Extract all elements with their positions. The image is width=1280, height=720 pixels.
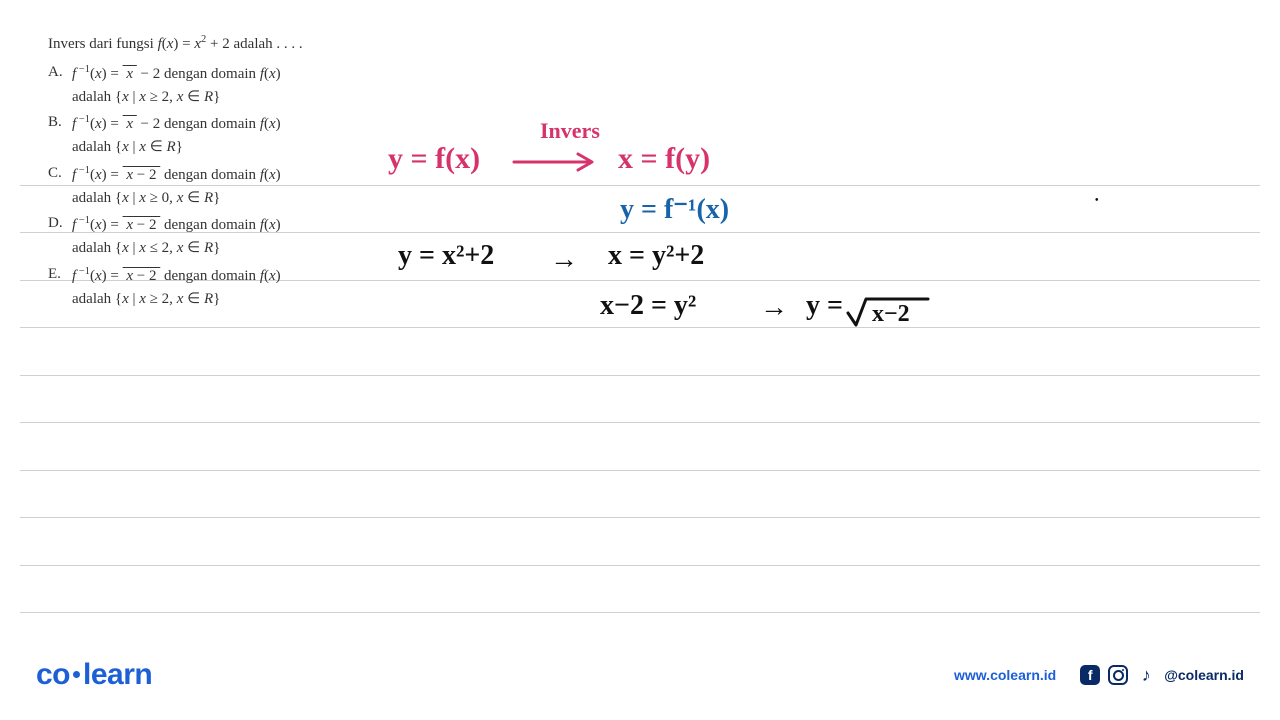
logo-part-co: co — [36, 658, 70, 691]
annotation-y-equals-fx: y = f(x) — [388, 142, 480, 176]
question-prompt: Invers dari fungsi f(x) = x2 + 2 adalah … — [48, 32, 388, 56]
option-line: f −1(x) = x − 2 dengan domain f(x) — [72, 264, 388, 288]
option-line: f −1(x) = x − 2 dengan domain f(x) — [72, 163, 388, 187]
option-letter: B. — [48, 112, 72, 159]
option-letter: E. — [48, 264, 72, 311]
option-e: E. f −1(x) = x − 2 dengan domain f(x) ad… — [48, 264, 388, 311]
option-line: adalah {x | x ≥ 0, x ∈ R} — [72, 188, 388, 210]
annotation-y-equals-finv: y = f⁻¹(x) — [620, 192, 729, 226]
annotation-x-equals-fy: x = f(y) — [618, 142, 710, 176]
logo-part-learn: learn — [83, 658, 152, 691]
annotation-eq3: x−2 = y² — [600, 290, 696, 322]
stray-dot: • — [1095, 195, 1099, 206]
annotation-invers-label: Invers — [540, 118, 600, 144]
option-c: C. f −1(x) = x − 2 dengan domain f(x) ad… — [48, 163, 388, 210]
option-line: f −1(x) = x − 2 dengan domain f(x) — [72, 62, 388, 86]
option-line: adalah {x | x ≥ 2, x ∈ R} — [72, 289, 388, 311]
tiktok-icon: ♪ — [1136, 665, 1156, 685]
footer: colearn www.colearn.id f ♪ @colearn.id — [0, 658, 1280, 692]
annotation-eq2: x = y²+2 — [608, 240, 704, 272]
arrow-icon: → — [760, 292, 788, 324]
option-line: f −1(x) = x − 2 dengan domain f(x) — [72, 112, 388, 136]
option-line: adalah {x | x ≤ 2, x ∈ R} — [72, 238, 388, 260]
brand-logo: colearn — [36, 658, 152, 692]
option-letter: A. — [48, 62, 72, 109]
sqrt-icon: x−2 — [846, 293, 930, 329]
option-line: f −1(x) = x − 2 dengan domain f(x) — [72, 213, 388, 237]
annotation-eq1: y = x²+2 — [398, 240, 494, 272]
question-block: Invers dari fungsi f(x) = x2 + 2 adalah … — [48, 32, 388, 314]
social-handle: @colearn.id — [1164, 667, 1244, 683]
option-line: adalah {x | x ∈ R} — [72, 137, 388, 159]
annotation-eq4: y = x−2 — [806, 290, 930, 323]
socials: f ♪ @colearn.id — [1080, 665, 1244, 685]
facebook-icon: f — [1080, 665, 1100, 685]
annotation-eq4-prefix: y = — [806, 290, 843, 321]
option-a: A. f −1(x) = x − 2 dengan domain f(x) ad… — [48, 62, 388, 109]
option-letter: C. — [48, 163, 72, 210]
svg-text:x−2: x−2 — [872, 301, 910, 327]
instagram-icon — [1108, 665, 1128, 685]
option-d: D. f −1(x) = x − 2 dengan domain f(x) ad… — [48, 213, 388, 260]
option-line: adalah {x | x ≥ 2, x ∈ R} — [72, 87, 388, 109]
logo-dot-icon — [73, 671, 80, 678]
option-letter: D. — [48, 213, 72, 260]
option-b: B. f −1(x) = x − 2 dengan domain f(x) ad… — [48, 112, 388, 159]
arrow-icon: → — [550, 244, 578, 276]
arrow-icon — [512, 150, 602, 174]
footer-url: www.colearn.id — [954, 667, 1056, 683]
